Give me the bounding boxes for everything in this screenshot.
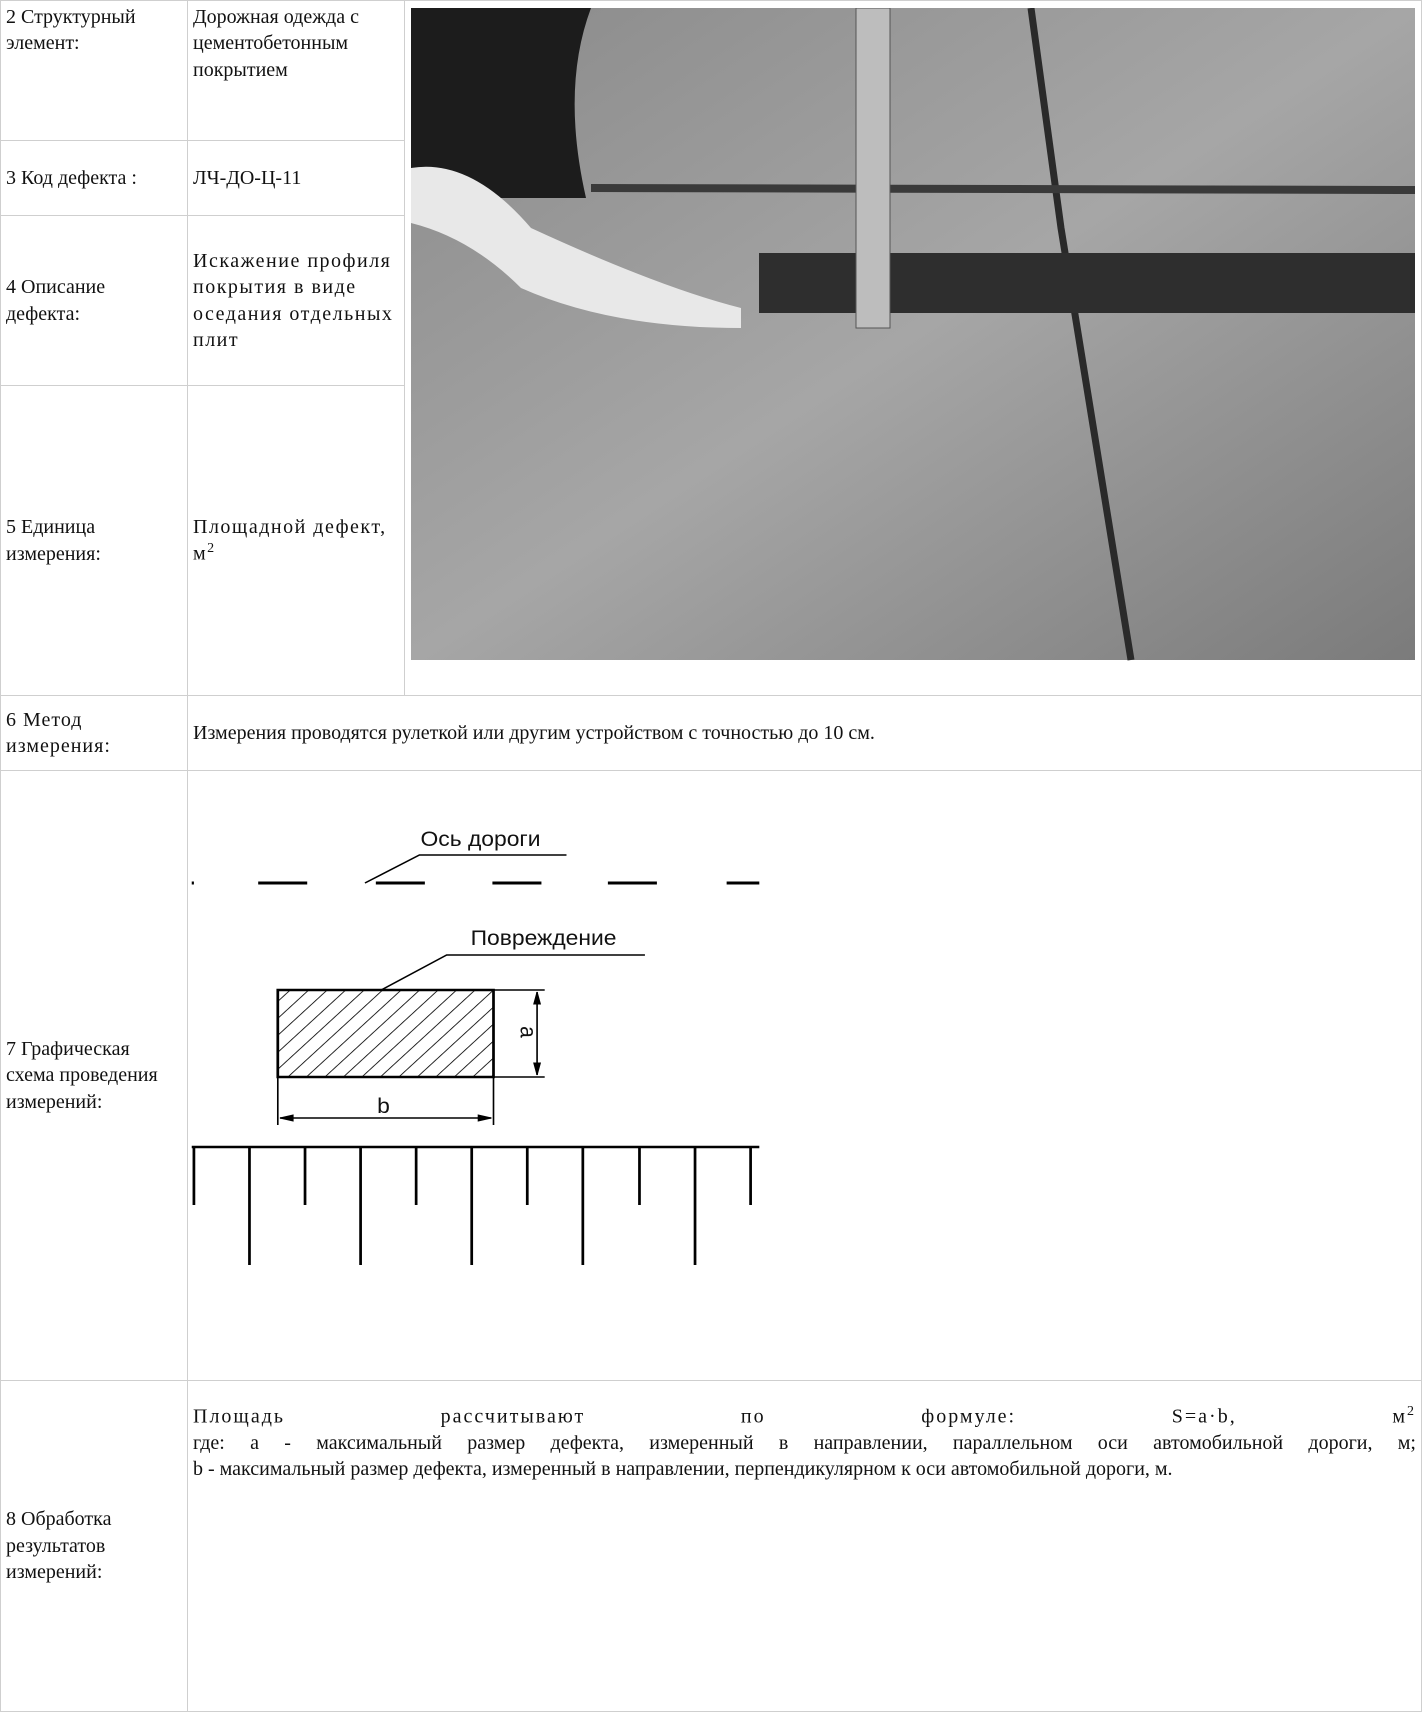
joint [590, 184, 1416, 194]
hand [411, 166, 741, 328]
unit-sup: 2 [207, 541, 216, 557]
value-cell: Искажение профиля покрытия в виде оседан… [187, 215, 405, 386]
photo-shadow [411, 8, 591, 198]
label-cell: 6 Метод измерения: [0, 695, 188, 771]
unit: Площадной дефект, м [193, 515, 387, 565]
paragraph: где: a - максимальный размер дефекта, из… [193, 1432, 1416, 1455]
joint [1027, 8, 1135, 661]
formula-text: Площадь рассчитывают по формуле: S=a·b, … [193, 1405, 1407, 1428]
diagram-cell [187, 770, 1422, 1381]
label-cell: 3 Код дефекта : [0, 140, 188, 216]
formula-sup: 2 [1407, 1404, 1416, 1419]
photo [411, 8, 1416, 661]
label-cell: 8 Обработка результатов измерений: [0, 1380, 188, 1712]
formula: Площадь рассчитывают по формуле: S=a·b, … [193, 1403, 1416, 1430]
photo-bg [411, 8, 1415, 660]
photo-cell [404, 0, 1422, 696]
label-cell: 2 Структурный элемент: [0, 0, 188, 141]
ruler [855, 8, 891, 329]
value-text: Площадной дефект, м2 [193, 514, 399, 567]
paragraph: b - максимальный размер дефекта, измерен… [193, 1458, 1173, 1481]
value-cell: Площадь рассчитывают по формуле: S=a·b, … [187, 1380, 1422, 1712]
label-cell: 4 Описание дефекта: [0, 215, 188, 386]
value-cell: ЛЧ-ДО-Ц-11 [187, 140, 405, 216]
label-cell: 7 Графическая схема проведения измерений… [0, 770, 188, 1381]
value-cell: Дорожная одежда с цементобетонным покрыт… [187, 0, 405, 141]
value-cell: Площадной дефект, м2 [187, 385, 405, 696]
value-cell: Измерения проводятся рулеткой или другим… [187, 695, 1422, 771]
label-cell: 5 Единица измерения: [0, 385, 188, 696]
